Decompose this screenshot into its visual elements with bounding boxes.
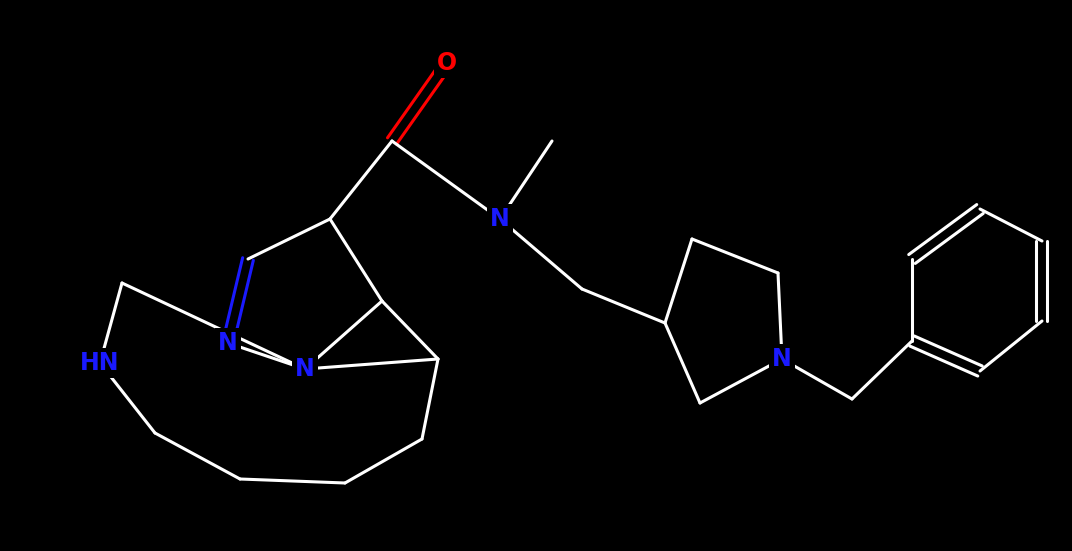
Text: N: N — [295, 357, 315, 381]
Text: HN: HN — [80, 351, 120, 375]
Text: N: N — [218, 331, 238, 355]
Text: O: O — [437, 51, 457, 75]
Text: N: N — [490, 207, 510, 231]
Text: N: N — [772, 347, 792, 371]
